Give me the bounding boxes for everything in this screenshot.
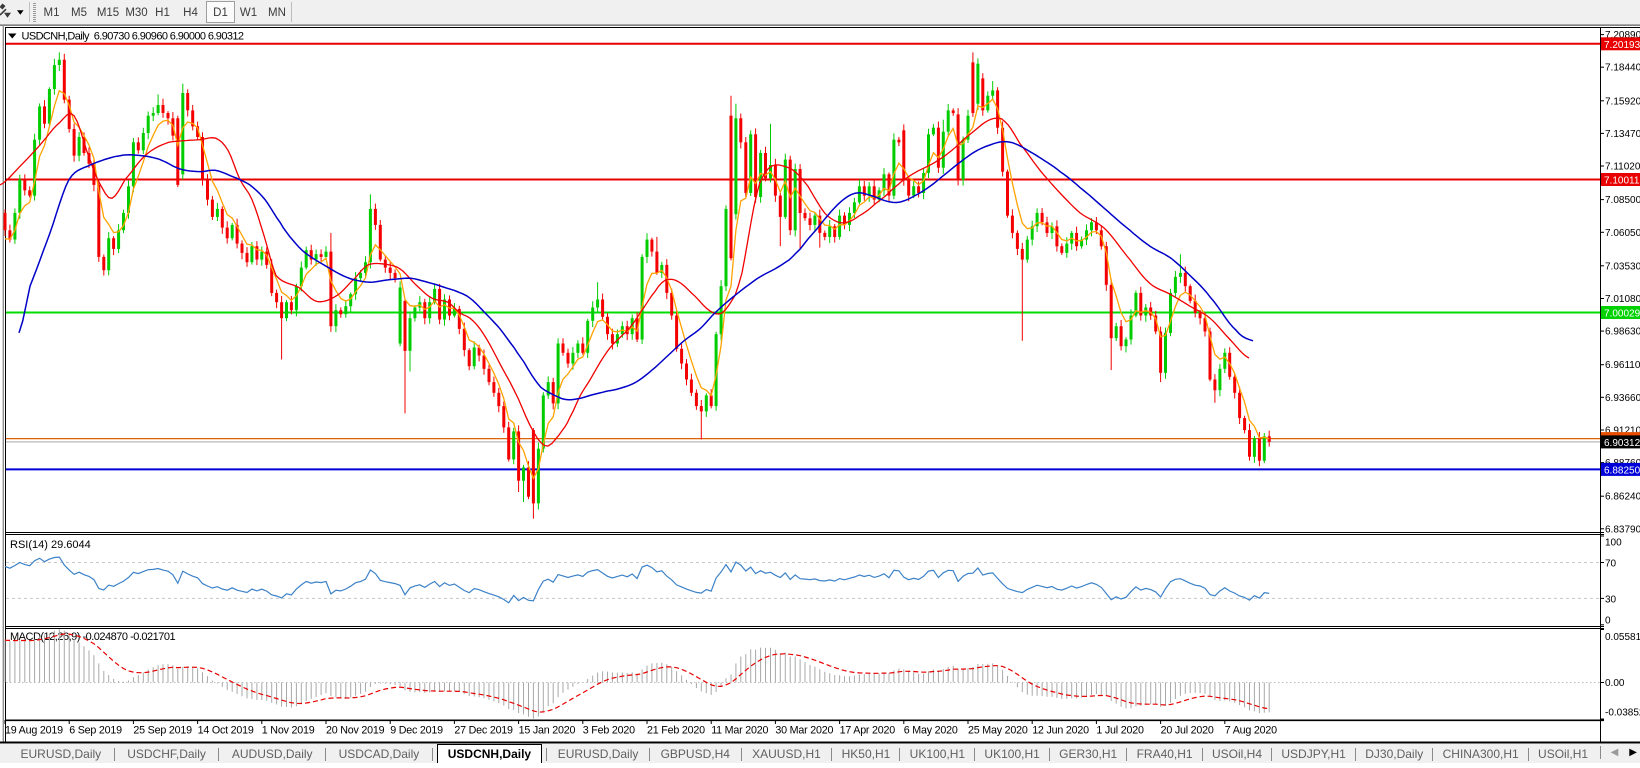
svg-text:7.15920: 7.15920 [1605,96,1640,107]
svg-text:W1: W1 [240,7,257,19]
svg-text:7.20890: 7.20890 [1605,30,1640,41]
svg-text:12 Jun 2020: 12 Jun 2020 [1032,725,1089,737]
svg-text:0.05581: 0.05581 [1605,632,1640,643]
svg-text:21 Feb 2020: 21 Feb 2020 [647,725,705,737]
svg-text:25 Sep 2019: 25 Sep 2019 [133,725,192,737]
svg-text:M5: M5 [71,7,87,19]
svg-text:25 May 2020: 25 May 2020 [968,725,1028,737]
svg-text:6 May 2020: 6 May 2020 [904,725,958,737]
svg-text:H4: H4 [183,7,198,19]
svg-text:6.88250: 6.88250 [1604,465,1640,476]
svg-text:6.86240: 6.86240 [1605,492,1640,503]
svg-text:6.90312: 6.90312 [1604,438,1640,449]
svg-text:MN: MN [268,7,286,19]
svg-text:6.83790: 6.83790 [1605,524,1640,535]
svg-text:0.00: 0.00 [1605,678,1625,689]
svg-text:15 Jan 2020: 15 Jan 2020 [519,725,576,737]
svg-text:RSI(14) 29.6044: RSI(14) 29.6044 [10,539,91,551]
svg-text:7.06050: 7.06050 [1605,228,1640,239]
svg-text:20 Nov 2019: 20 Nov 2019 [326,725,385,737]
svg-text:7.18440: 7.18440 [1605,63,1640,74]
svg-text:6.98630: 6.98630 [1605,327,1640,338]
svg-text:6 Sep 2019: 6 Sep 2019 [69,725,122,737]
svg-text:M1: M1 [44,7,60,19]
svg-text:20 Jul 2020: 20 Jul 2020 [1161,725,1214,737]
svg-text:6.93660: 6.93660 [1605,393,1640,404]
svg-text:30: 30 [1605,594,1617,605]
svg-text:USDCNH,Daily 6.90730 6.90960: USDCNH,Daily 6.90730 6.90960 6.90000 6.9… [22,31,244,43]
svg-text:H1: H1 [155,7,170,19]
svg-text:14 Oct 2019: 14 Oct 2019 [198,725,254,737]
svg-text:11 Mar 2020: 11 Mar 2020 [711,725,768,737]
svg-text:7.08500: 7.08500 [1605,195,1640,206]
svg-text:MACD(12,26,9) -0.024870 -0.021: MACD(12,26,9) -0.024870 -0.021701 [10,631,175,643]
svg-text:3 Feb 2020: 3 Feb 2020 [583,725,635,737]
svg-text:27 Dec 2019: 27 Dec 2019 [454,725,513,737]
svg-text:1 Jul 2020: 1 Jul 2020 [1096,725,1144,737]
svg-text:7.13470: 7.13470 [1605,129,1640,140]
svg-text:100: 100 [1605,538,1622,549]
svg-text:M15: M15 [97,7,119,19]
svg-text:7.11020: 7.11020 [1605,162,1640,173]
svg-text:D1: D1 [213,7,228,19]
svg-text:1 Nov 2019: 1 Nov 2019 [262,725,315,737]
svg-text:6.91210: 6.91210 [1605,426,1640,437]
svg-text:7.10011: 7.10011 [1604,176,1640,187]
svg-text:-0.038524: -0.038524 [1605,708,1640,719]
svg-text:7.03530: 7.03530 [1605,261,1640,272]
svg-text:70: 70 [1605,559,1617,570]
svg-text:30 Mar 2020: 30 Mar 2020 [775,725,833,737]
svg-text:9 Dec 2019: 9 Dec 2019 [390,725,443,737]
svg-text:17 Apr 2020: 17 Apr 2020 [840,725,896,737]
svg-text:7.00029: 7.00029 [1604,309,1640,320]
svg-text:M30: M30 [125,7,147,19]
svg-text:6.96110: 6.96110 [1605,360,1640,371]
svg-text:7.01080: 7.01080 [1605,294,1640,305]
svg-text:7.20193: 7.20193 [1604,40,1640,51]
svg-text:0: 0 [1605,615,1611,626]
svg-text:19 Aug 2019: 19 Aug 2019 [5,725,63,737]
svg-text:7 Aug 2020: 7 Aug 2020 [1225,725,1277,737]
